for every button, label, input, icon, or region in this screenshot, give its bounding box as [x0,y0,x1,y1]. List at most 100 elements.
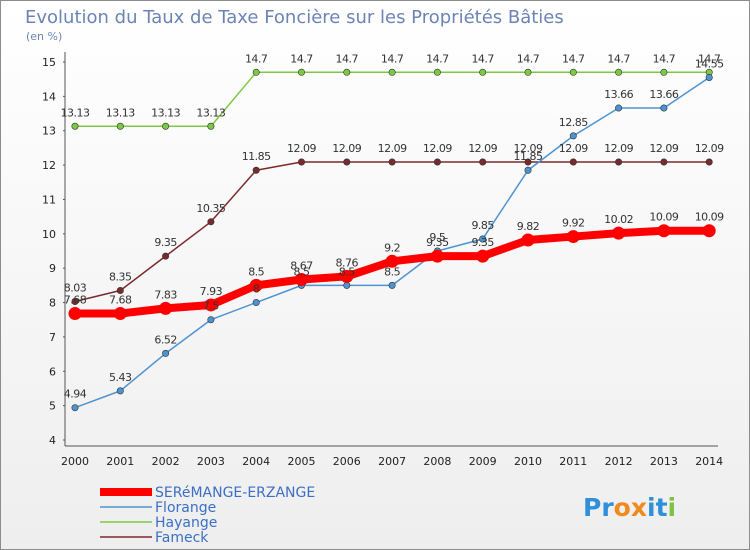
data-label-hayange: 14.7 [471,52,494,65]
data-point-fameck [660,158,668,166]
data-label-florange: 9.5 [429,231,445,244]
x-tick-label: 2010 [514,455,542,468]
data-point-fameck [524,158,532,166]
data-label-ser-mange-erzange: 10.02 [604,213,633,226]
x-tick-label: 2005 [288,455,316,468]
data-point-hayange [116,122,124,130]
data-point-fameck [116,287,124,295]
data-point-ser-mange-erzange [68,307,82,321]
data-label-florange: 14.55 [695,57,724,70]
data-label-fameck: 12.09 [604,142,633,155]
data-label-hayange: 14.7 [653,52,676,65]
data-point-ser-mange-erzange [385,254,399,268]
data-label-ser-mange-erzange: 8.5 [248,265,264,278]
data-label-florange: 9.85 [471,219,494,232]
data-point-florange [615,104,623,112]
data-point-ser-mange-erzange [430,249,444,263]
data-label-ser-mange-erzange: 10.09 [695,211,724,224]
data-point-florange [116,387,124,395]
data-label-fameck: 12.09 [287,142,316,155]
data-label-hayange: 14.7 [426,52,449,65]
data-label-florange: 13.66 [604,88,633,101]
data-label-ser-mange-erzange: 9.82 [517,220,540,233]
y-tick-label: 7 [49,331,56,344]
legend-label-hayange: Hayange [155,515,217,531]
y-tick-labels: 4 5 6 7 8 9 10 11 12 13 14 15 [42,56,65,447]
x-tick-label: 2001 [106,455,134,468]
data-label-florange: 11.85 [514,150,543,163]
data-label-fameck: 12.09 [378,142,407,155]
legend-label-ser-mange-erzange: SERéMANGE-ERZANGE [155,485,315,501]
x-tick-label: 2013 [650,455,678,468]
y-tick-label: 13 [42,125,56,138]
series-points [68,68,716,412]
y-tick-label: 15 [42,56,56,69]
data-point-florange [569,132,577,140]
data-label-florange: 6.52 [154,333,177,346]
data-point-florange [479,235,487,243]
data-label-florange: 5.43 [109,371,132,384]
data-label-ser-mange-erzange: 7.93 [200,285,223,298]
data-label-hayange: 13.13 [196,106,225,119]
x-tick-label: 2007 [378,455,406,468]
data-label-ser-mange-erzange: 7.68 [64,294,87,307]
data-point-fameck [433,158,441,166]
data-labels: 13.13 13.13 13.13 13.13 14.7 14.7 14.7 14.7 14.7… [61,52,725,400]
logo-text: Proxiti [583,493,676,522]
data-label-florange: 12.85 [559,116,588,129]
data-point-fameck [162,252,170,260]
data-point-ser-mange-erzange [702,224,716,238]
data-point-hayange [524,68,532,76]
data-point-fameck [705,158,713,166]
proxiti-logo: Proxiti [583,493,676,522]
chart-subtitle: (en %) [26,30,62,43]
data-point-hayange [207,122,215,130]
x-tick-label: 2002 [152,455,180,468]
x-tick-label: 2008 [423,455,451,468]
legend-label-fameck: Fameck [155,530,209,546]
data-label-hayange: 14.7 [607,52,630,65]
data-point-florange [524,166,532,174]
y-tick-label: 4 [49,434,56,447]
data-point-florange [343,281,351,289]
data-point-florange [252,299,260,307]
data-point-hayange [162,122,170,130]
data-point-ser-mange-erzange [521,233,535,247]
y-tick-label: 12 [42,159,56,172]
data-point-fameck [71,298,79,306]
x-tick-label: 2009 [469,455,497,468]
data-label-hayange: 13.13 [106,106,135,119]
data-label-fameck: 12.09 [423,142,452,155]
x-tick-label: 2006 [333,455,361,468]
data-point-florange [705,73,713,81]
y-tick-label: 5 [49,400,56,413]
data-point-hayange [343,68,351,76]
data-point-florange [660,104,668,112]
data-label-ser-mange-erzange: 7.68 [109,294,132,307]
y-tick-label: 9 [49,262,56,275]
data-point-ser-mange-erzange [566,230,580,244]
data-point-florange [207,316,215,324]
x-tick-label: 2004 [242,455,270,468]
data-label-florange: 8.5 [339,265,355,278]
data-point-ser-mange-erzange [612,226,626,240]
x-tick-label: 2003 [197,455,225,468]
data-point-hayange [71,122,79,130]
data-label-ser-mange-erzange: 8.76 [336,256,359,269]
data-point-fameck [388,158,396,166]
data-label-fameck: 8.35 [109,271,132,284]
data-label-ser-mange-erzange: 10.09 [649,211,678,224]
x-tick-labels: 2000 2001 2002 2003 2004 2005 2006 2007 2008 2009… [61,455,723,468]
data-label-ser-mange-erzange: 9.35 [471,236,494,249]
data-point-ser-mange-erzange [476,249,490,263]
data-point-hayange [479,68,487,76]
data-point-fameck [615,158,623,166]
data-point-hayange [433,68,441,76]
data-point-fameck [297,158,305,166]
data-point-ser-mange-erzange [204,298,218,312]
chart-title: Evolution du Taux de Taxe Foncière sur l… [25,7,564,28]
data-label-fameck: 12.09 [649,142,678,155]
